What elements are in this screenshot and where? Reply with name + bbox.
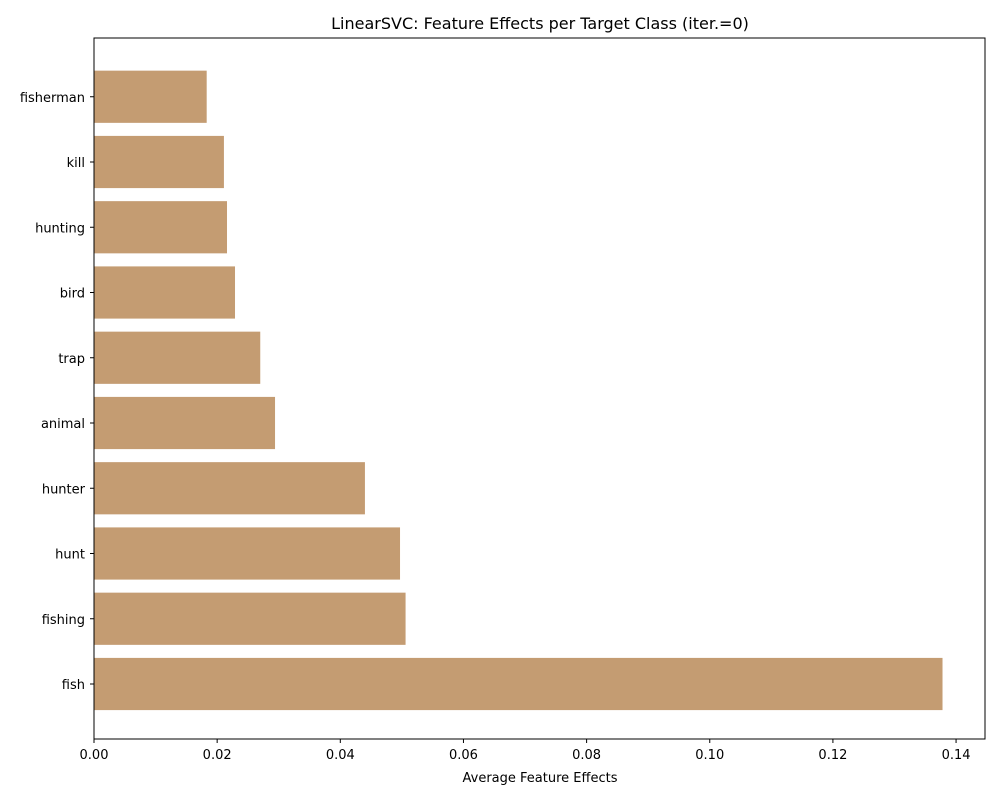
x-tick-label: 0.00	[80, 748, 109, 763]
bar-fishing	[94, 592, 406, 645]
x-tick-label: 0.02	[203, 748, 232, 763]
y-tick-label: fishing	[42, 613, 85, 628]
y-tick-label: fish	[62, 678, 85, 693]
x-tick-label: 0.06	[449, 748, 478, 763]
y-tick-label: hunt	[55, 548, 85, 563]
x-axis-title: Average Feature Effects	[463, 771, 618, 786]
bar-fish	[94, 657, 943, 711]
bar-fisherman	[94, 70, 207, 123]
x-tick-label: 0.10	[695, 748, 724, 763]
bar-animal	[94, 396, 276, 450]
y-tick-label: hunter	[42, 482, 86, 497]
x-tick-label: 0.04	[326, 748, 355, 763]
y-tick-label: trap	[58, 352, 85, 367]
y-tick-label: hunting	[35, 221, 85, 236]
chart-title: LinearSVC: Feature Effects per Target Cl…	[331, 14, 749, 33]
bar-hunt	[94, 527, 401, 580]
x-tick-label: 0.12	[818, 748, 847, 763]
x-axis-ticks: 0.00 0.02 0.04 0.06 0.08 0.10 0.12 0.14	[80, 739, 971, 763]
bar-hunting	[94, 201, 228, 254]
y-tick-label: kill	[67, 156, 85, 171]
x-tick-label: 0.08	[572, 748, 601, 763]
bar-trap	[94, 331, 261, 384]
bar-group	[94, 70, 943, 711]
y-tick-label: fisherman	[20, 91, 85, 106]
y-tick-label: animal	[41, 417, 85, 432]
bar-kill	[94, 135, 224, 189]
bar-bird	[94, 266, 236, 319]
y-tick-label: bird	[60, 287, 85, 302]
x-tick-label: 0.14	[942, 748, 971, 763]
y-axis-ticks: fish fishing hunt hunter animal trap bird hunti…	[20, 91, 94, 693]
bar-hunter	[94, 462, 365, 515]
plot-frame	[93, 37, 986, 740]
